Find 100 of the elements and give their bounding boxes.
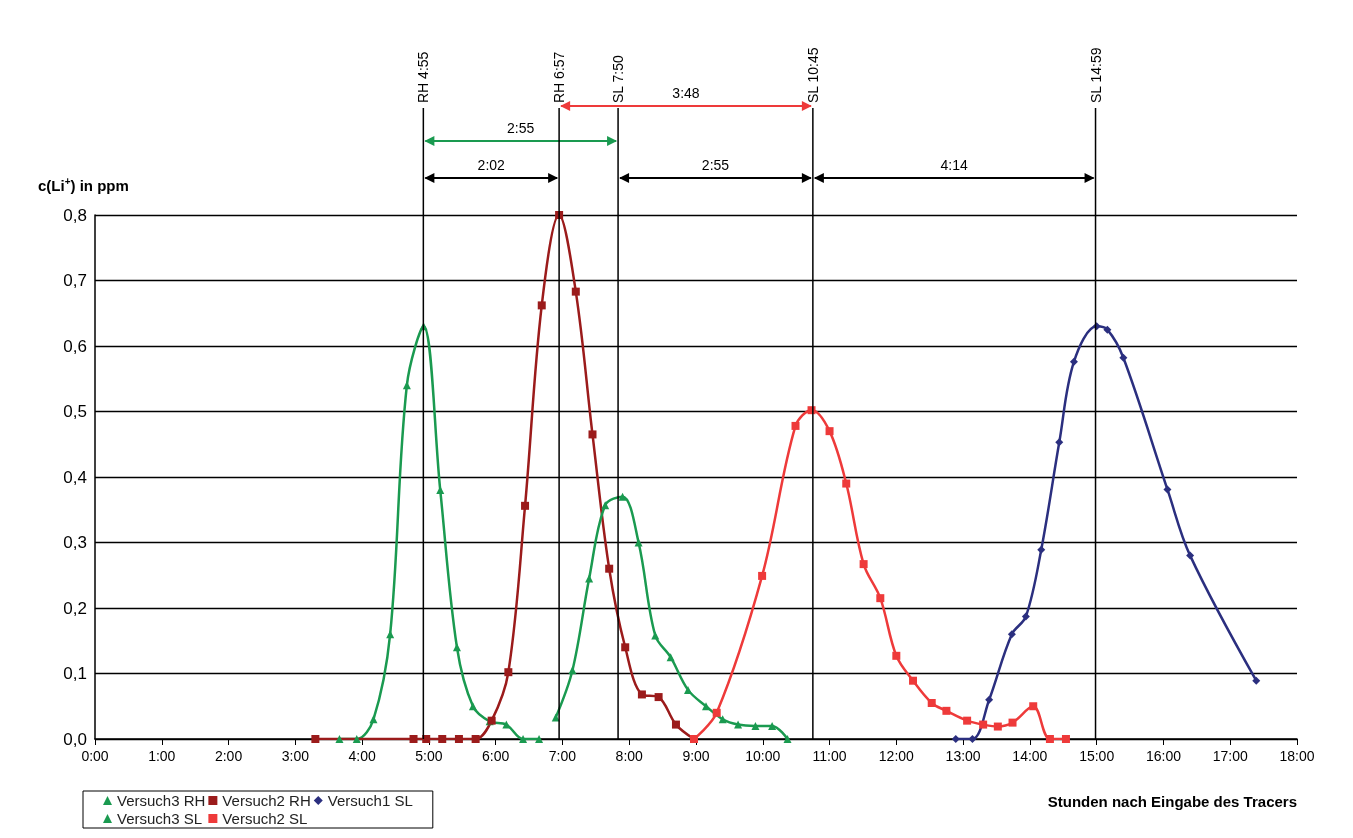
legend-label: Versuch2 RH — [222, 792, 311, 809]
point — [311, 735, 320, 743]
point — [942, 706, 951, 715]
point — [605, 564, 614, 573]
x-tick-label: 3:00 — [281, 748, 310, 764]
point — [452, 643, 461, 652]
point — [751, 721, 760, 730]
text: 2:55 — [507, 120, 535, 136]
point — [791, 421, 800, 430]
point — [588, 430, 597, 439]
x-axis-title: Stunden nach Eingabe des Tracers — [1047, 793, 1297, 810]
point — [634, 538, 643, 547]
point — [825, 427, 834, 436]
point — [519, 735, 528, 743]
point — [768, 721, 777, 730]
x-tick-label: 11:00 — [812, 748, 847, 764]
text: 2:02 — [477, 157, 506, 173]
legend-label: Versuch3 RH — [117, 792, 206, 809]
point — [842, 479, 851, 488]
point — [993, 722, 1002, 731]
point — [454, 735, 463, 743]
point — [734, 720, 743, 729]
point — [1186, 551, 1195, 560]
point — [909, 676, 918, 685]
point — [369, 715, 378, 724]
text: RH 6:57 — [551, 51, 568, 103]
point — [537, 301, 546, 310]
point — [951, 735, 960, 743]
point — [712, 708, 721, 717]
text: 4:14 — [940, 157, 969, 173]
y-tick-label: 0,4 — [63, 467, 87, 487]
y-tick-label: 0,6 — [63, 336, 87, 356]
point — [1021, 612, 1030, 621]
point — [1029, 702, 1038, 711]
y-axis-title: c(Li+) in ppm — [38, 175, 129, 194]
x-tick-label: 12:00 — [878, 748, 915, 764]
x-tick-label: 6:00 — [482, 748, 510, 764]
point — [1061, 735, 1070, 743]
point — [1069, 357, 1078, 366]
y-tick-label: 0,1 — [63, 664, 87, 683]
y-tick-label: 0,8 — [63, 205, 87, 225]
text: SL 10:45 — [804, 47, 821, 103]
point — [471, 735, 480, 743]
x-tick-label: 16:00 — [1145, 748, 1182, 764]
point — [985, 695, 994, 704]
point — [438, 735, 447, 743]
point — [1103, 325, 1112, 334]
point — [963, 716, 972, 725]
point — [758, 571, 767, 580]
y-tick-label: 0,7 — [63, 271, 87, 290]
point — [535, 735, 544, 743]
point — [702, 702, 711, 711]
x-tick-label: 7:00 — [548, 748, 577, 764]
x-tick-label: 8:00 — [615, 748, 644, 764]
legend-label: Versuch1 SL — [327, 792, 413, 809]
y-tick-label: 0,5 — [63, 402, 87, 421]
x-tick-label: 14:00 — [1012, 748, 1048, 764]
point — [892, 651, 901, 660]
x-tick-label: 5:00 — [415, 748, 443, 764]
point — [651, 631, 660, 640]
point — [468, 702, 477, 711]
point — [671, 720, 680, 729]
point — [521, 501, 530, 510]
point — [666, 653, 675, 662]
point — [409, 735, 418, 743]
point — [1008, 718, 1017, 727]
point — [1037, 545, 1046, 554]
point — [335, 735, 344, 743]
text: RH 4:55 — [415, 51, 432, 103]
point — [637, 690, 646, 699]
point — [352, 735, 361, 743]
text: SL 7:50 — [610, 55, 627, 103]
text: 2:55 — [701, 157, 730, 173]
x-tick-label: 1:00 — [148, 748, 176, 764]
point — [654, 693, 663, 702]
point — [1045, 735, 1054, 743]
legend-label: Versuch3 SL — [117, 810, 203, 827]
x-tick-label: 0:00 — [81, 748, 109, 764]
y-tick-label: 0,0 — [63, 729, 87, 749]
x-tick-label: 10:00 — [745, 748, 781, 764]
x-tick-label: 15:00 — [1079, 748, 1115, 764]
x-tick-label: 4:00 — [348, 748, 376, 764]
point — [422, 735, 431, 743]
point — [1163, 485, 1172, 494]
point — [621, 643, 630, 652]
point — [968, 735, 977, 743]
x-tick-label: 9:00 — [682, 748, 710, 764]
point — [979, 720, 988, 729]
point — [1007, 630, 1016, 639]
point — [927, 698, 936, 707]
text: 3:48 — [672, 85, 700, 101]
x-tick-label: 18:00 — [1279, 748, 1315, 764]
x-tick-label: 17:00 — [1212, 748, 1248, 764]
point — [1252, 676, 1261, 685]
point — [876, 594, 885, 603]
point — [502, 720, 511, 729]
point — [571, 287, 580, 296]
x-tick-label: 13:00 — [945, 748, 981, 764]
text: SL 14:59 — [1087, 47, 1104, 103]
point — [504, 668, 513, 677]
